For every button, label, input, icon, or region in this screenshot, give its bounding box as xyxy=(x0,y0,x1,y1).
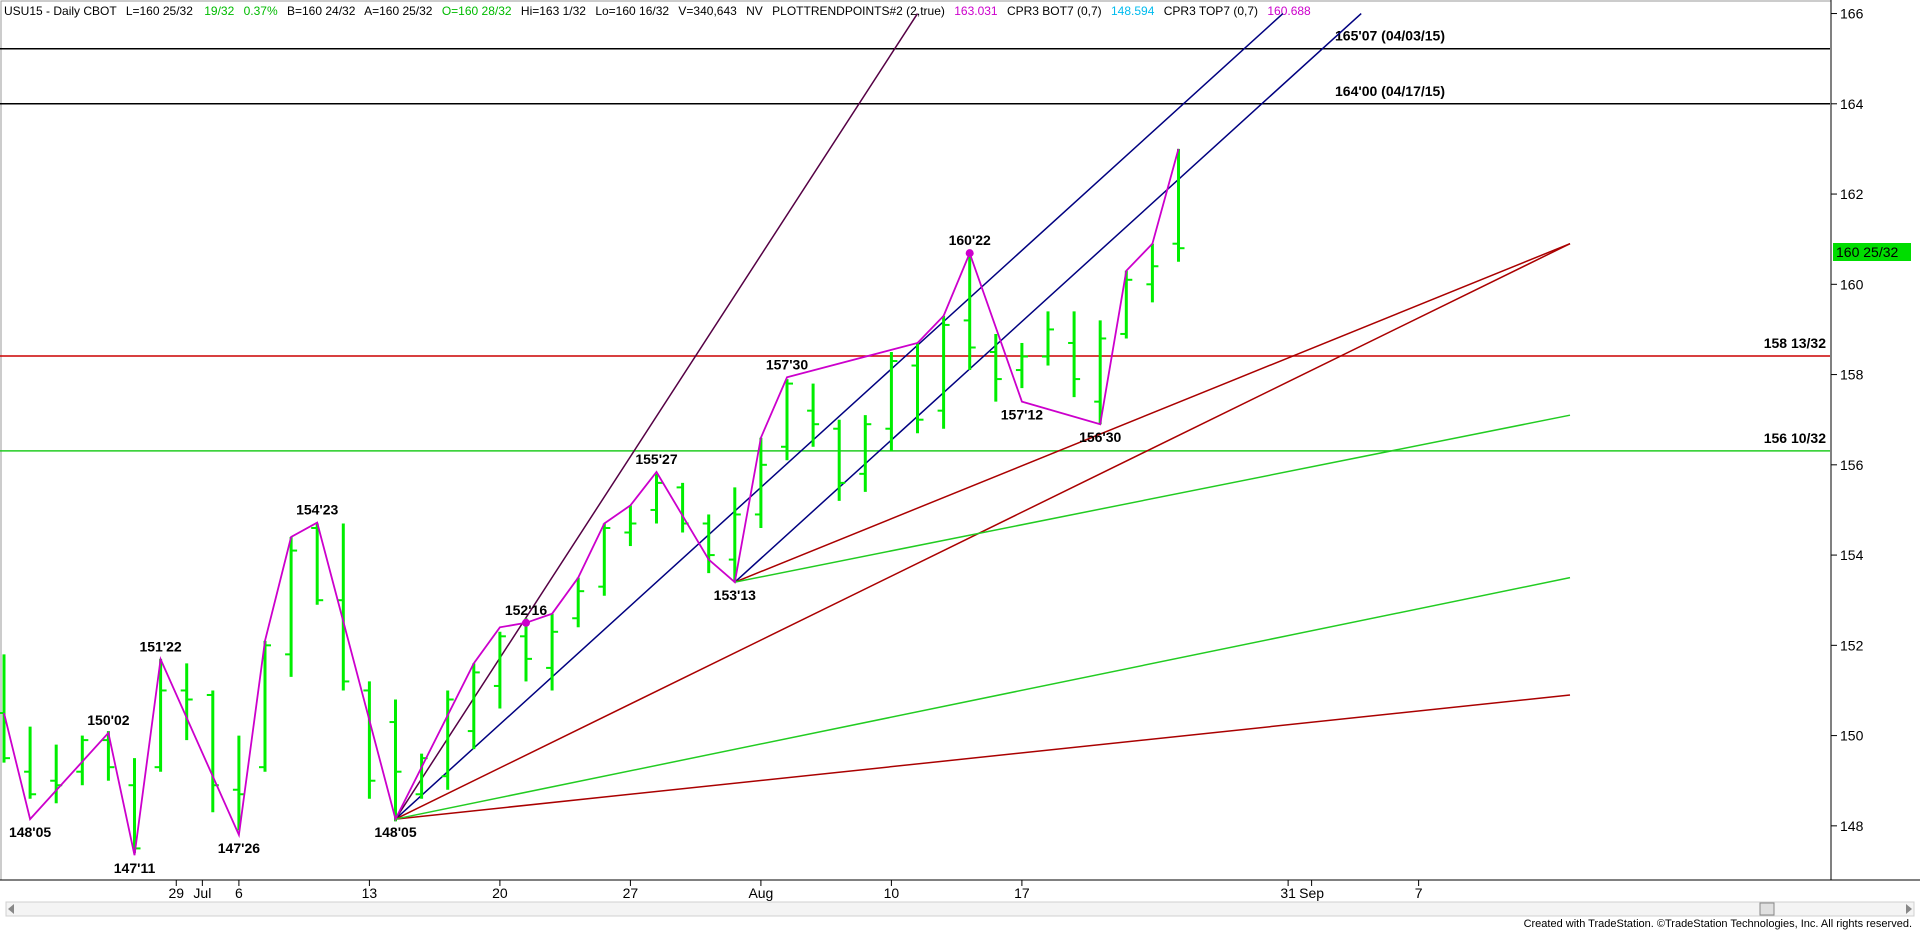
pivot-label-13: 156'30 xyxy=(1079,429,1121,445)
x-tick-label-6: Aug xyxy=(748,885,773,901)
time-axis: 29 Jul 6 13 20 27 Aug 10 17 31 Sep 7 xyxy=(168,880,1423,901)
level-label-3: 156 10/32 xyxy=(1764,430,1826,446)
x-tick-label-2: 6 xyxy=(235,885,243,901)
trend-fan-lines xyxy=(394,12,1571,820)
pivot-dot-0 xyxy=(522,618,530,627)
y-tick-label-0: 148 xyxy=(1840,818,1864,834)
pivot-label-0: 148'05 xyxy=(9,824,51,840)
chart-header: USU15 - Daily CBOT L=160 25/32 19/32 0.3… xyxy=(4,4,1311,18)
ohlc-bars xyxy=(0,148,1185,853)
y-tick-label-8: 164 xyxy=(1840,96,1864,112)
y-tick-label-9: 166 xyxy=(1840,6,1864,22)
y-tick-label-3: 154 xyxy=(1840,547,1864,563)
pivot-label-3: 151'22 xyxy=(139,638,181,654)
pivot-label-2: 147'11 xyxy=(114,860,156,876)
plot-area xyxy=(0,0,1832,881)
scroll-left-arrow[interactable] xyxy=(8,904,14,914)
last-price-text: 160 25/32 xyxy=(1836,244,1898,260)
y-tick-label-7: 162 xyxy=(1840,186,1864,202)
x-tick-label-3: 13 xyxy=(362,885,378,901)
header-pct: 0.37% xyxy=(244,4,278,18)
fan-line-0 xyxy=(394,12,1284,820)
level-label-0: 165'07 (04/03/15) xyxy=(1335,28,1445,44)
header-indicator: PLOTTRENDPOINTS#2 (2,true) xyxy=(772,4,945,18)
pivot-label-7: 152'16 xyxy=(505,602,547,618)
x-tick-label-7: 10 xyxy=(884,885,900,901)
level-label-2: 158 13/32 xyxy=(1764,335,1826,351)
x-tick-label-8: 17 xyxy=(1014,885,1030,901)
header-open: O=160 28/32 xyxy=(442,4,512,18)
y-tick-label-2: 152 xyxy=(1840,637,1864,653)
pivot-label-1: 150'02 xyxy=(87,712,129,728)
fan-line-2 xyxy=(394,13,919,820)
y-tick-label-5: 158 xyxy=(1840,367,1864,383)
header-change: 19/32 xyxy=(204,4,234,18)
fan-line-3 xyxy=(395,243,1571,820)
x-tick-label-10: Sep xyxy=(1299,885,1324,901)
pivot-label-10: 157'30 xyxy=(766,356,808,372)
header-last: L=160 25/32 xyxy=(126,4,193,18)
last-price-tag: 160 25/32 xyxy=(1833,243,1911,261)
header-high: Hi=163 1/32 xyxy=(521,4,586,18)
pivot-label-5: 154'23 xyxy=(296,502,338,518)
pivot-dot-1 xyxy=(965,249,974,258)
pivot-label-4: 147'26 xyxy=(218,840,260,856)
horizontal-levels: 165'07 (04/03/15) 164'00 (04/17/15) 158 13… xyxy=(0,28,1830,452)
x-tick-label-5: 27 xyxy=(623,885,639,901)
fan-line-5 xyxy=(395,694,1571,820)
x-tick-label-4: 20 xyxy=(492,885,508,901)
y-tick-label-1: 150 xyxy=(1840,728,1864,744)
fan-line-4 xyxy=(734,242,1571,583)
header-nv: NV xyxy=(746,4,763,18)
header-symbol: USU15 - Daily CBOT xyxy=(4,4,117,18)
credit-text: Created with TradeStation. ©TradeStation… xyxy=(1523,918,1912,930)
y-tick-label-4: 156 xyxy=(1840,457,1864,473)
pivot-label-6: 148'05 xyxy=(374,824,416,840)
header-ind-value2: 148.594 xyxy=(1111,4,1155,18)
fan-line-6 xyxy=(395,576,1571,820)
header-cpr-bot: CPR3 BOT7 (0,7) xyxy=(1007,4,1102,18)
header-low: Lo=160 16/32 xyxy=(595,4,669,18)
y-tick-label-6: 160 xyxy=(1840,276,1864,292)
pivot-labels: 148'05 150'02 147'11 151'22 147'26 154'23 148'… xyxy=(9,232,1122,876)
x-tick-label-11: 7 xyxy=(1415,885,1423,901)
x-tick-label-9: 31 xyxy=(1280,885,1296,901)
header-volume: V=340,643 xyxy=(678,4,737,18)
pivot-label-8: 155'27 xyxy=(635,451,677,467)
header-ind-value3: 160.688 xyxy=(1267,4,1311,18)
horizontal-scrollbar[interactable] xyxy=(5,901,1915,917)
pivot-label-9: 153'13 xyxy=(714,587,756,603)
pivot-zigzag xyxy=(3,148,1180,856)
header-cpr-top: CPR3 TOP7 (0,7) xyxy=(1164,4,1258,18)
header-bid: B=160 24/32 xyxy=(287,4,356,18)
header-ind-value1: 163.031 xyxy=(954,4,998,18)
x-tick-label-0: 29 xyxy=(168,885,184,901)
pivot-label-12: 157'12 xyxy=(1001,407,1043,423)
scroll-right-arrow[interactable] xyxy=(1906,904,1912,914)
x-tick-label-1: Jul xyxy=(193,885,211,901)
level-label-1: 164'00 (04/17/15) xyxy=(1335,83,1445,99)
fan-line-7 xyxy=(734,414,1571,583)
price-axis: 148 150 152 154 156 158 160 162 164 166 xyxy=(1831,6,1864,834)
pivot-label-11: 160'22 xyxy=(949,232,991,248)
pivot-trendline xyxy=(3,148,1180,856)
scroll-thumb[interactable] xyxy=(1759,902,1775,916)
header-ask: A=160 25/32 xyxy=(364,4,433,18)
